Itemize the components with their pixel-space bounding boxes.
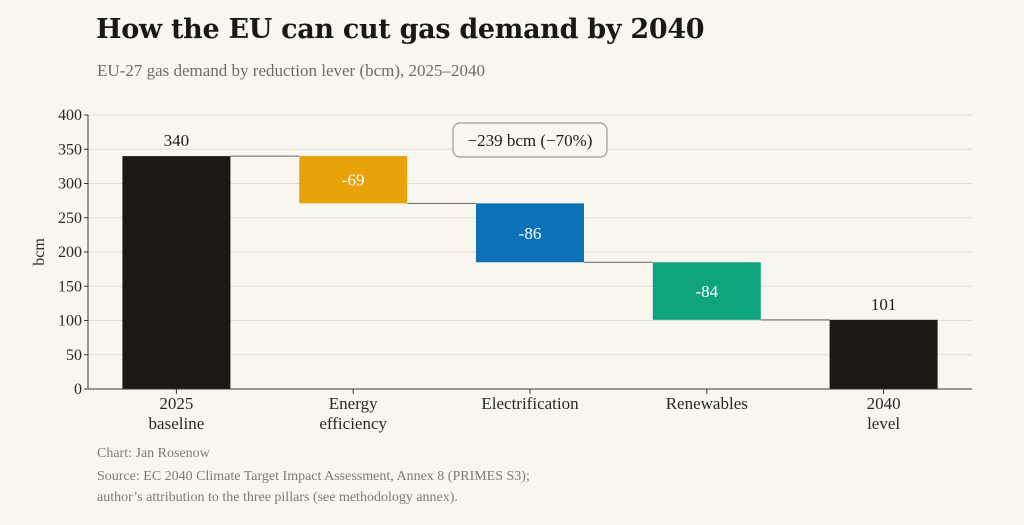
- bars: [122, 156, 938, 389]
- bar: [476, 203, 584, 263]
- y-tick-label: 100: [58, 313, 82, 330]
- y-tick-label: 200: [58, 244, 82, 261]
- bar: [299, 156, 408, 204]
- y-tick-label: 250: [58, 210, 82, 227]
- x-tick-label: baseline: [149, 414, 205, 433]
- data-label: -86: [519, 224, 542, 243]
- chart-title: How the EU can cut gas demand by 2040: [96, 14, 705, 45]
- annotation-box: [452, 122, 608, 158]
- x-tick-label: 2025: [159, 394, 193, 413]
- y-tick-label: 0: [74, 381, 82, 398]
- x-tick-label: efficiency: [319, 414, 387, 433]
- x-tick-label: Energy: [329, 394, 378, 413]
- data-label: -69: [342, 171, 365, 190]
- y-tick-label: 300: [58, 176, 82, 193]
- x-tick-label: Renewables: [666, 394, 748, 413]
- bar: [652, 262, 761, 320]
- x-tick-label: Electrification: [481, 394, 579, 413]
- data-label: 340: [164, 131, 190, 150]
- y-tick-label: 150: [58, 278, 82, 295]
- labels: 0 50 100 150 200 250 300 350 400 bcm 340 2025baseli…: [31, 107, 901, 433]
- chart-subtitle: EU-27 gas demand by reduction lever (bcm…: [97, 61, 486, 80]
- y-tick-label: 50: [66, 347, 82, 364]
- data-label: -84: [695, 282, 718, 301]
- bar: [122, 156, 231, 389]
- data-label: 101: [871, 295, 897, 314]
- source-line-1: Source: EC 2040 Climate Target Impact As…: [97, 469, 530, 484]
- axes: [84, 114, 972, 394]
- connectors: [230, 155, 830, 321]
- x-tick-label: 2040: [867, 394, 901, 413]
- annotation-text: −239 bcm (−70%): [468, 131, 593, 150]
- bar: [829, 319, 938, 389]
- chart-credit: Chart: Jan Rosenow: [97, 446, 210, 461]
- y-tick-label: 350: [58, 141, 82, 158]
- y-axis-label: bcm: [31, 238, 48, 266]
- source-line-2: author’s attribution to the three pillar…: [97, 490, 458, 505]
- x-tick-label: level: [867, 414, 900, 433]
- y-tick-label: 400: [58, 107, 82, 124]
